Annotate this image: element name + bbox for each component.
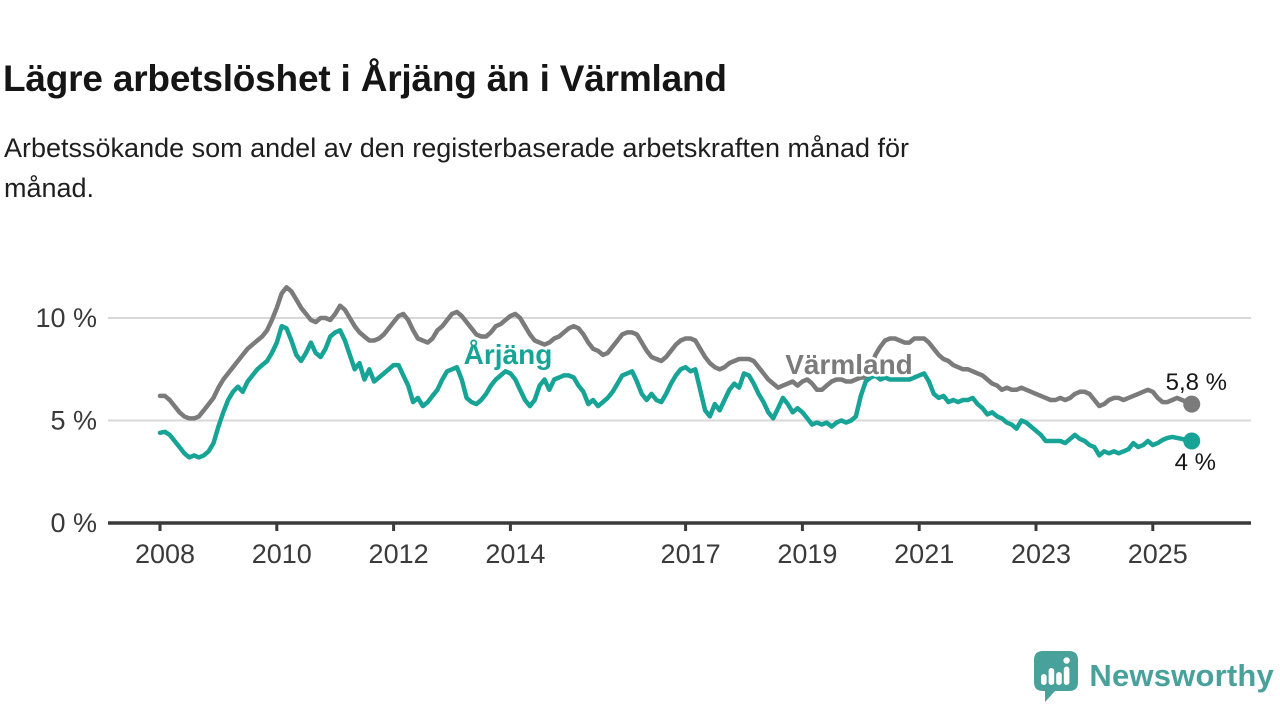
y-axis-label-0: 0 % bbox=[50, 508, 97, 538]
x-axis-label-2008: 2008 bbox=[135, 539, 195, 569]
series-line-varmland bbox=[157, 285, 1194, 421]
chart-title: Lägre arbetslöshet i Årjäng än i Värmlan… bbox=[3, 57, 727, 99]
chart-subtitle-line2: månad. bbox=[4, 173, 95, 203]
x-axis-label-2012: 2012 bbox=[369, 539, 429, 569]
y-axis-label-5: 5 % bbox=[50, 406, 97, 436]
x-axis-label-2021: 2021 bbox=[894, 539, 954, 569]
x-axis-label-2023: 2023 bbox=[1011, 539, 1071, 569]
chart-subtitle-line1: Arbetssökande som andel av den registerb… bbox=[4, 133, 910, 163]
series-end-dot-varmland bbox=[1183, 395, 1201, 413]
line-chart: 0 % 5 % 10 % 2008 2010 2012 2014 2017 2019 2021 20… bbox=[35, 285, 1251, 569]
series-name-label-arjang: Årjäng bbox=[464, 339, 553, 370]
x-axis-label-2017: 2017 bbox=[661, 539, 721, 569]
x-axis-label-2019: 2019 bbox=[777, 539, 837, 569]
x-axis-label-2025: 2025 bbox=[1128, 539, 1188, 569]
series-end-dot-arjang bbox=[1183, 432, 1201, 450]
chart-subtitle: Arbetssökande som andel av den registerb… bbox=[4, 128, 909, 208]
x-axis-label-2014: 2014 bbox=[485, 539, 545, 569]
series-end-value-varmland: 5,8 % bbox=[1166, 369, 1227, 396]
x-axis-label-2010: 2010 bbox=[252, 539, 312, 569]
series-end-value-arjang: 4 % bbox=[1175, 449, 1216, 476]
series-line-arjang bbox=[157, 323, 1194, 460]
series-name-label-varmland: Värmland bbox=[785, 349, 913, 380]
brand-footer: Newsworthy bbox=[1032, 649, 1274, 703]
chart-area: 0 % 5 % 10 % 2008 2010 2012 2014 2017 2019 2021 20… bbox=[0, 250, 1280, 580]
newsworthy-logo-icon bbox=[1034, 651, 1079, 702]
brand-name: Newsworthy bbox=[1089, 658, 1274, 693]
y-axis-label-10: 10 % bbox=[35, 303, 97, 333]
